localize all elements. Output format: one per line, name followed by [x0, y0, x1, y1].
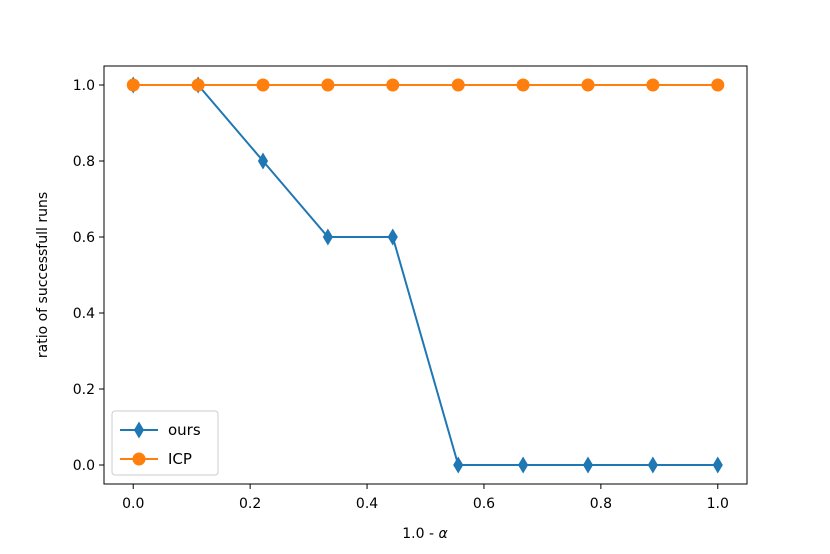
plot-frame: [103, 65, 748, 485]
data-point-icp: [451, 78, 465, 92]
data-point-icp: [516, 78, 530, 92]
x-tick-label: 0.0: [122, 496, 144, 512]
series-line-ours: [133, 84, 718, 466]
y-tick-label: 0.2: [73, 382, 95, 398]
y-tick-label: 1.0: [73, 78, 95, 94]
x-tick-label: 0.8: [590, 496, 612, 512]
data-point-ours: [453, 456, 464, 474]
data-point-ours: [257, 152, 269, 170]
data-point-ours: [518, 456, 529, 474]
legend-label-ours: ours: [168, 421, 201, 439]
legend-box: [111, 410, 219, 476]
y-tick-label: 0.8: [73, 154, 95, 170]
data-point-ours: [647, 456, 658, 474]
x-tick-label: 1.0: [707, 496, 729, 512]
legend-marker-ours: [133, 421, 145, 439]
data-point-icp: [711, 78, 725, 92]
y-tick-label: 0.4: [73, 306, 95, 322]
legend-marker-icp: [132, 452, 146, 466]
x-axis-label: 1.0 - α: [402, 526, 448, 542]
legend-label-icp: ICP: [168, 450, 192, 468]
data-point-icp: [321, 78, 335, 92]
data-point-icp: [646, 78, 660, 92]
data-point-icp: [386, 78, 400, 92]
y-tick-label: 0.0: [73, 458, 95, 474]
data-point-ours: [582, 456, 594, 474]
x-tick-label: 0.6: [473, 496, 495, 512]
y-tick-label: 0.6: [73, 230, 95, 246]
plot-content: [126, 76, 725, 474]
data-point-icp: [191, 78, 205, 92]
data-point-ours: [712, 456, 723, 474]
data-point-icp: [256, 78, 270, 92]
x-tick-label: 0.4: [356, 496, 378, 512]
y-axis-label: ratio of successfull runs: [35, 192, 51, 358]
data-point-icp: [581, 78, 595, 92]
data-point-ours: [387, 228, 398, 246]
legend: ours ICP: [111, 410, 219, 476]
y-axis: 0.0 0.2 0.4 0.6 0.8 1.0: [73, 78, 104, 474]
data-point-icp: [126, 78, 140, 92]
x-axis: 0.0 0.2 0.4 0.6 0.8 1.0: [122, 484, 729, 512]
data-point-ours: [322, 228, 333, 246]
x-tick-label: 0.2: [239, 496, 261, 512]
